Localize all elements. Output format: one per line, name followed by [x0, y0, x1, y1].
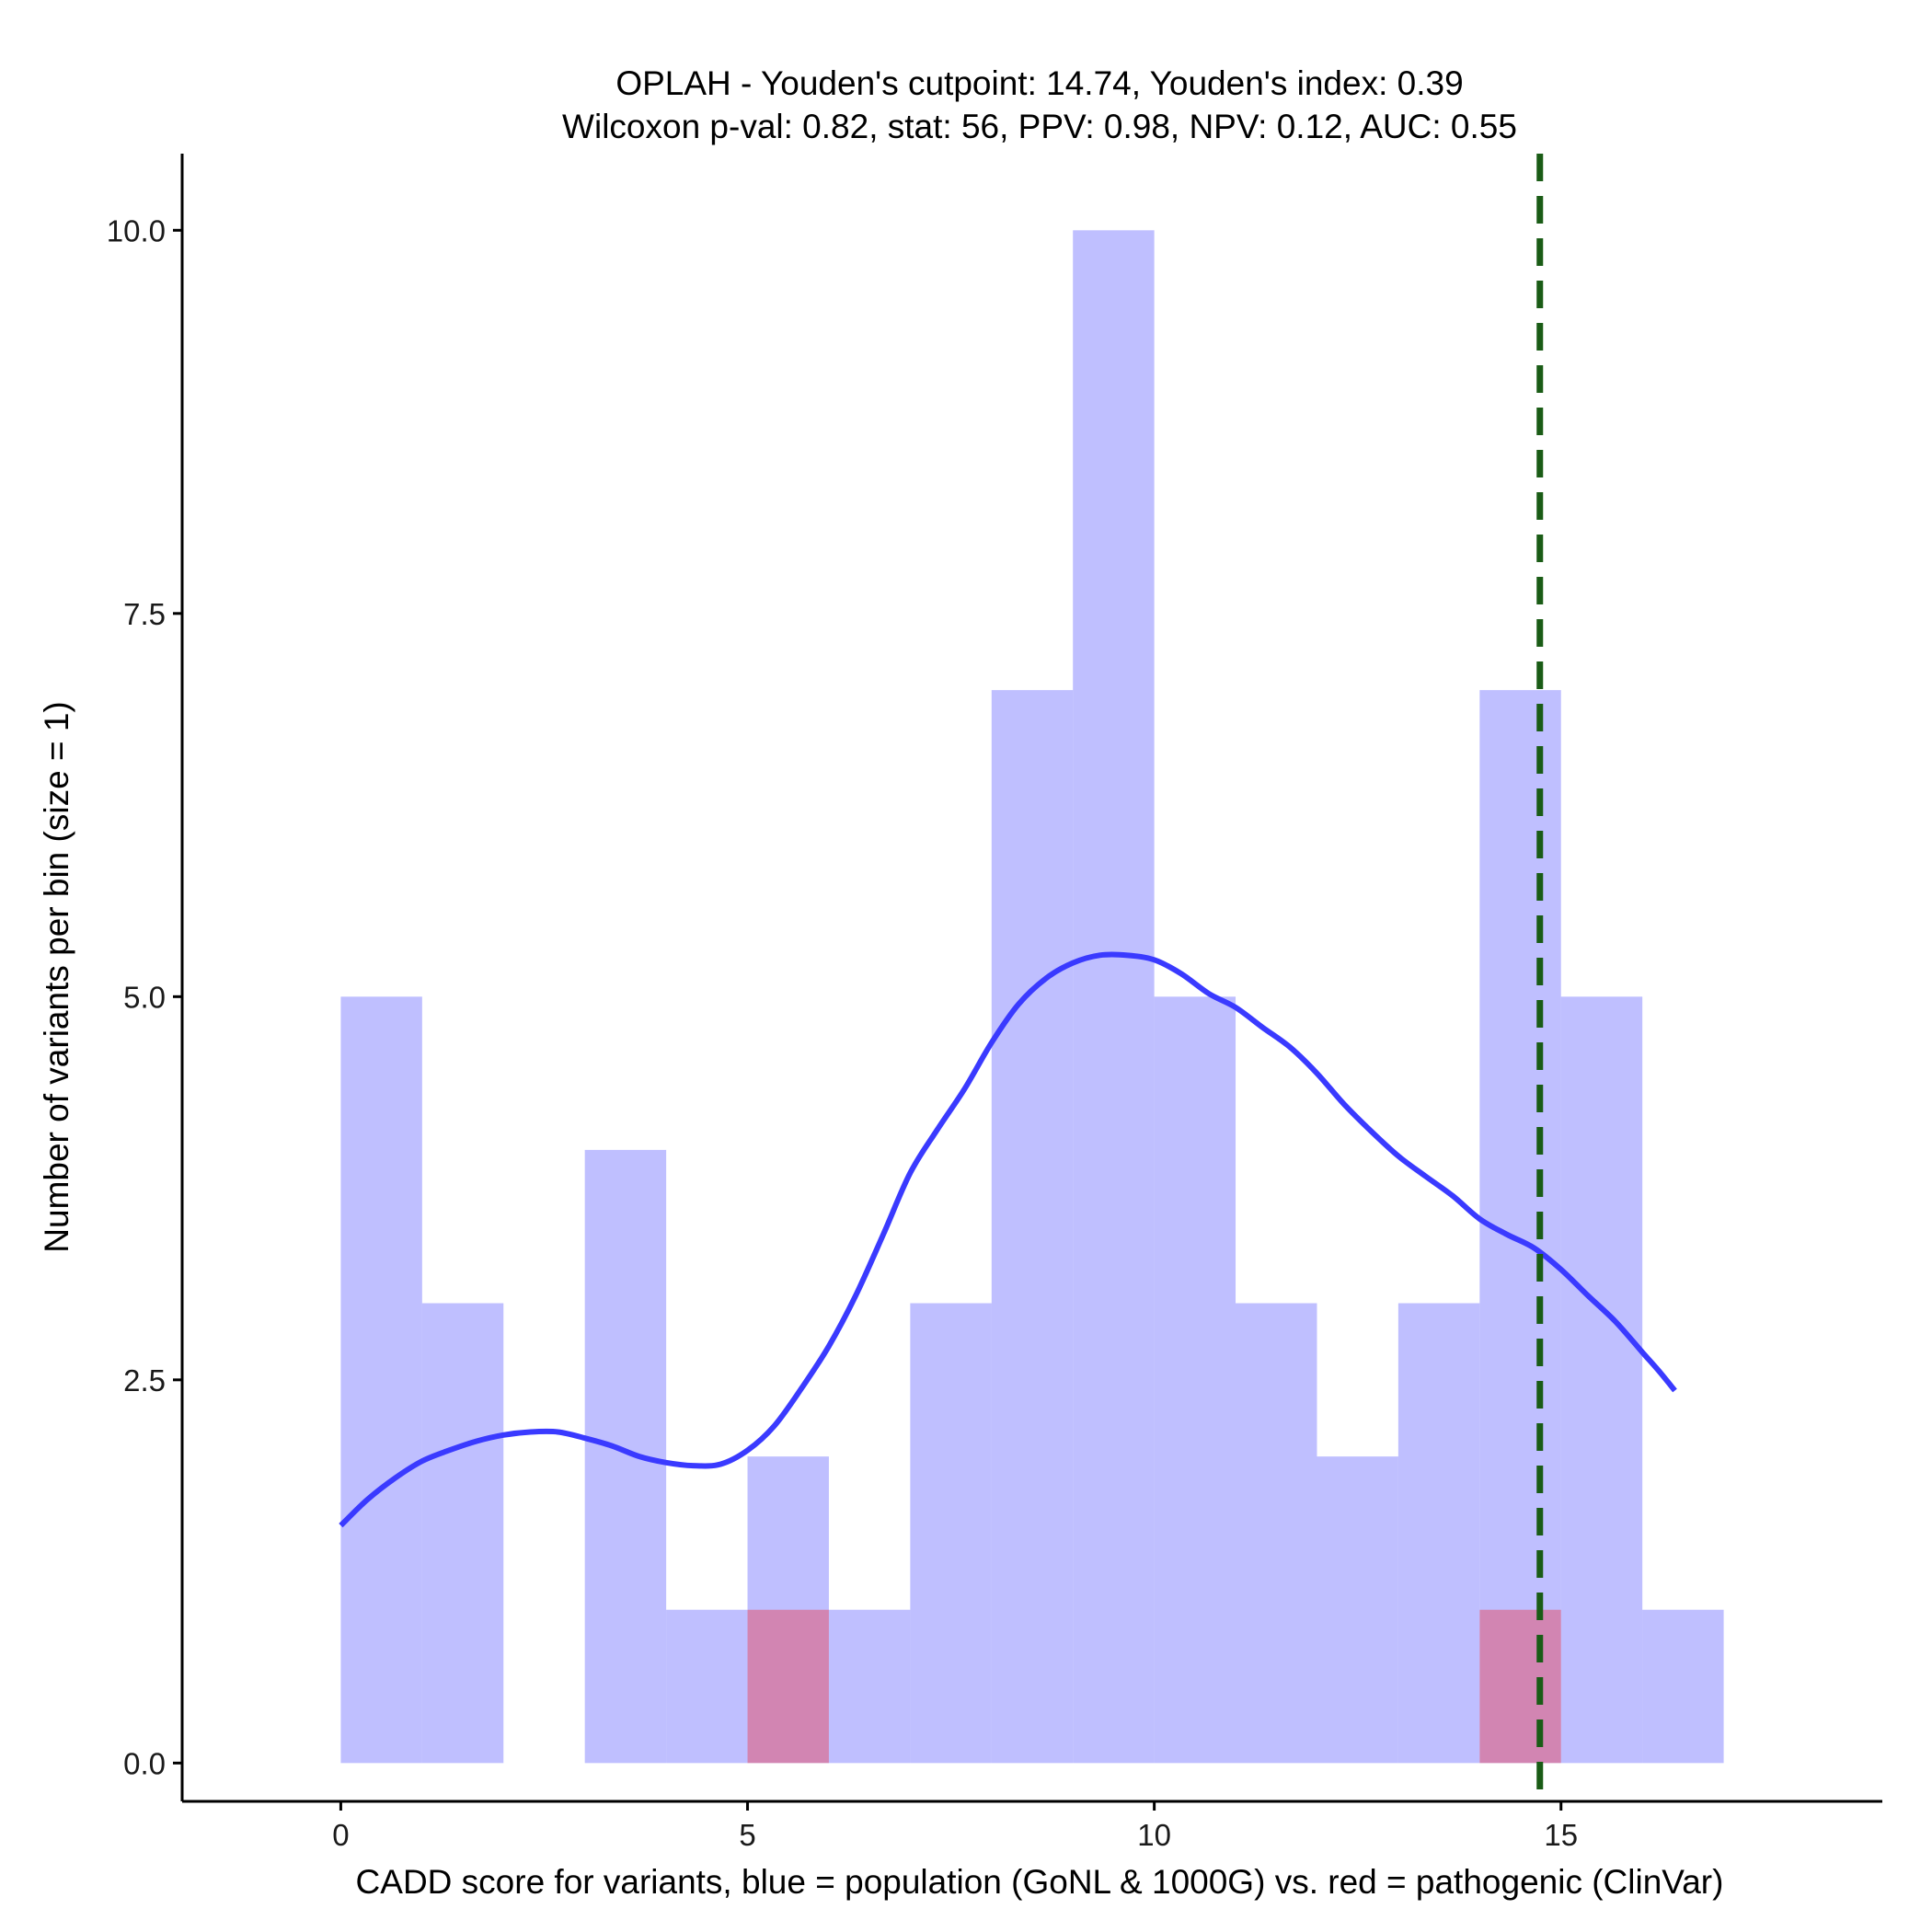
x-tick-label: 10 [1137, 1818, 1171, 1852]
population-bar [910, 1303, 992, 1764]
x-tick-label: 0 [332, 1818, 349, 1852]
population-bar [1560, 996, 1643, 1764]
population-bar [991, 690, 1074, 1764]
density-curve [339, 951, 1677, 1528]
x-axis-label: CADD score for variants, blue = populati… [356, 1863, 1724, 1901]
pathogenic-bar [1479, 1609, 1561, 1764]
population-bar [828, 1609, 911, 1764]
y-tick-label: 10.0 [107, 213, 166, 247]
population-bar [1154, 996, 1236, 1764]
population-bar [421, 1303, 504, 1764]
population-bar [747, 1456, 829, 1764]
x-tick-label: 15 [1544, 1818, 1578, 1852]
population-bar [1642, 1609, 1724, 1764]
pathogenic-bars [747, 1609, 1561, 1764]
chart-title-line2: Wilcoxon p-val: 0.82, stat: 56, PPV: 0.9… [562, 108, 1517, 145]
pathogenic-bar [747, 1609, 829, 1764]
population-bar [1317, 1456, 1398, 1764]
y-tick-label: 5.0 [123, 980, 166, 1014]
population-bar [1236, 1303, 1317, 1764]
y-tick-label: 0.0 [123, 1746, 166, 1780]
x-tick-label: 5 [739, 1818, 755, 1852]
chart-title-line1: OPLAH - Youden's cutpoint: 14.74, Youden… [615, 64, 1463, 102]
x-axis-ticks: 0 5 10 15 [332, 1801, 1578, 1852]
y-axis-ticks: 0.0 2.5 5.0 7.5 10.0 [107, 213, 182, 1780]
population-bars [340, 230, 1724, 1764]
y-tick-label: 2.5 [123, 1363, 166, 1397]
population-bar [1073, 230, 1155, 1764]
y-tick-label: 7.5 [123, 597, 166, 631]
y-axis-label: Number of variants per bin (size = 1) [38, 701, 75, 1252]
population-bar [666, 1609, 748, 1764]
axes [180, 154, 1882, 1803]
population-bar [584, 1149, 667, 1764]
population-bar [1397, 1303, 1480, 1764]
chart-title: OPLAH - Youden's cutpoint: 14.74, Youden… [562, 64, 1517, 145]
population-bar [340, 996, 422, 1764]
